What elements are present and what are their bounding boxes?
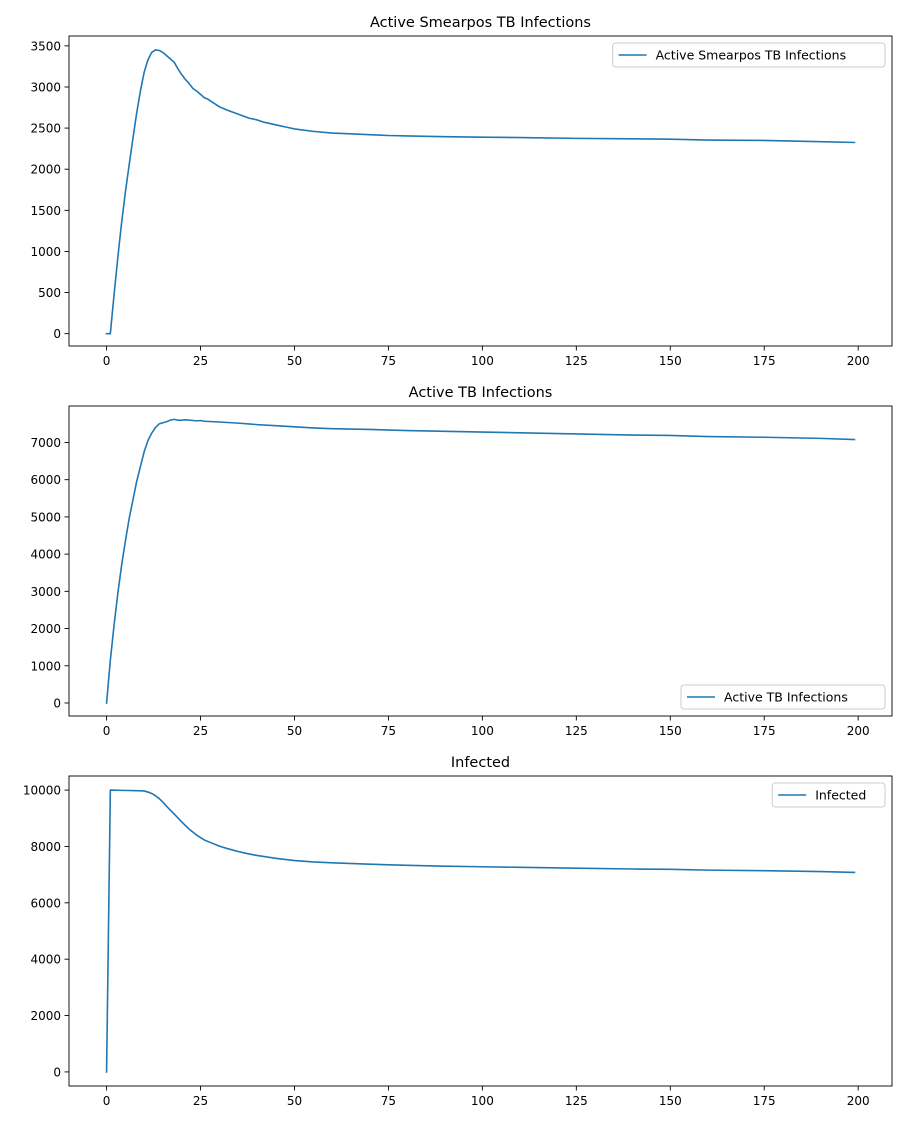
series-line (105, 418, 856, 704)
x-tick-label: 175 (753, 354, 776, 368)
series-line (105, 789, 856, 1073)
y-tick-label: 1000 (30, 659, 61, 673)
y-tick-label: 0 (53, 1065, 61, 1079)
axes-frame (68, 775, 893, 1087)
x-tick-label: 50 (287, 724, 302, 738)
chart-1: Active TB Infections 0 25 50 75 100 125 150 175 2… (30, 385, 893, 738)
legend-box (771, 782, 886, 808)
axes-frame (68, 35, 893, 347)
x-tick-label: 25 (193, 354, 208, 368)
y-tick-label: 7000 (30, 436, 61, 450)
chart-0: Active Smearpos TB Infections 0 25 50 75 100 1… (30, 15, 893, 368)
x-tick-label: 100 (471, 724, 494, 738)
x-tick-label: 200 (847, 724, 870, 738)
y-tick-label: 1500 (30, 204, 61, 218)
y-tick-label: 3000 (30, 585, 61, 599)
y-tick-label: 0 (53, 696, 61, 710)
series-line (105, 49, 856, 335)
legend-label: Infected (815, 788, 866, 803)
y-tick-label: 3500 (30, 39, 61, 53)
legend-box (680, 684, 886, 710)
y-tick-label: 4000 (30, 548, 61, 562)
x-tick-label: 100 (471, 1094, 494, 1108)
x-tick-label: 0 (103, 724, 111, 738)
y-tick-label: 5000 (30, 510, 61, 524)
axes-frame (68, 405, 893, 717)
x-tick-label: 175 (753, 1094, 776, 1108)
y-tick-label: 4000 (30, 953, 61, 967)
chart-title: Infected (451, 755, 510, 771)
x-tick-label: 200 (847, 354, 870, 368)
chart-title: Active Smearpos TB Infections (370, 15, 591, 31)
y-tick-label: 2000 (30, 622, 61, 636)
y-tick-label: 2000 (30, 163, 61, 177)
y-tick-label: 10000 (23, 784, 61, 798)
x-tick-label: 125 (565, 724, 588, 738)
legend: Active TB Infections (680, 684, 886, 710)
y-tick-label: 2500 (30, 122, 61, 136)
x-tick-label: 150 (659, 354, 682, 368)
x-tick-label: 75 (381, 354, 396, 368)
x-tick-label: 175 (753, 724, 776, 738)
x-tick-label: 50 (287, 354, 302, 368)
x-tick-label: 150 (659, 724, 682, 738)
legend-box (612, 42, 886, 68)
x-tick-label: 200 (847, 1094, 870, 1108)
x-tick-label: 25 (193, 1094, 208, 1108)
x-tick-label: 0 (103, 354, 111, 368)
legend-label: Active Smearpos TB Infections (656, 48, 847, 63)
y-tick-label: 6000 (30, 473, 61, 487)
y-tick-label: 0 (53, 327, 61, 341)
y-tick-label: 500 (38, 286, 61, 300)
x-tick-label: 50 (287, 1094, 302, 1108)
legend: Active Smearpos TB Infections (612, 42, 886, 68)
legend-label: Active TB Infections (724, 690, 848, 705)
legend: Infected (771, 782, 886, 808)
chart-title: Active TB Infections (409, 385, 553, 401)
y-tick-label: 6000 (30, 896, 61, 910)
x-tick-label: 0 (103, 1094, 111, 1108)
x-tick-label: 125 (565, 1094, 588, 1108)
y-tick-label: 2000 (30, 1009, 61, 1023)
y-tick-label: 3000 (30, 80, 61, 94)
y-tick-label: 8000 (30, 840, 61, 854)
x-tick-label: 125 (565, 354, 588, 368)
x-tick-label: 75 (381, 1094, 396, 1108)
x-tick-label: 75 (381, 724, 396, 738)
y-tick-label: 1000 (30, 245, 61, 259)
x-tick-label: 25 (193, 724, 208, 738)
x-tick-label: 100 (471, 354, 494, 368)
x-tick-label: 150 (659, 1094, 682, 1108)
